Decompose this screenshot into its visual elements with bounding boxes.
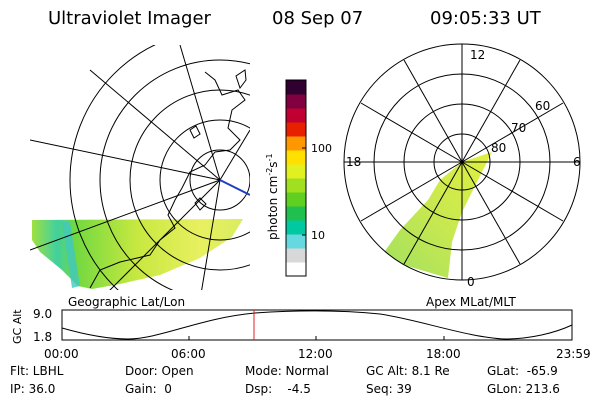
right-panel-label: Apex MLat/MLT [426, 295, 516, 309]
info-gain: Gain: 0 [125, 382, 172, 396]
aurora-band-geographic [32, 219, 243, 289]
xtick-1800: 18:00 [426, 347, 461, 361]
colorbar: 100 10 photon cm-2s-1 [265, 79, 332, 277]
mlat-label-80: 80 [491, 141, 506, 155]
altitude-plot: GC Alt 9.0 1.8 00:00 06:00 12:00 18:00 2… [11, 307, 591, 361]
info-flt: Flt: LBHL [10, 364, 64, 378]
header-date: 08 Sep 07 [272, 8, 363, 29]
info-gcalt: GC Alt: 8.1 Re [366, 364, 450, 378]
info-seq: Seq: 39 [366, 382, 412, 396]
aurora-band-stripe [62, 222, 80, 288]
colorbar-segment [286, 248, 306, 263]
colorbar-segment [286, 80, 306, 95]
colorbar-segment [286, 94, 306, 109]
colorbar-segment [286, 220, 306, 235]
info-door: Door: Open [125, 364, 194, 378]
mlt-label-6: 6 [573, 155, 581, 169]
colorbar-unit-s: s [266, 161, 280, 167]
mlat-label-60: 60 [535, 99, 550, 113]
colorbar-unit-sup1: -2 [265, 168, 274, 176]
colorbar-segment [286, 192, 306, 207]
colorbar-segment [286, 122, 306, 137]
header-time: 09:05:33 UT [430, 8, 542, 29]
altitude-curve [61, 310, 573, 340]
colorbar-unit-label: photon cm-2s-1 [265, 153, 280, 240]
info-glat: GLat: -65.9 [487, 364, 558, 378]
xtick-0000: 00:00 [44, 347, 79, 361]
mlt-label-0: 0 [467, 275, 475, 289]
colorbar-segment [286, 164, 306, 179]
colorbar-segment [286, 262, 306, 277]
colorbar-segment [286, 234, 306, 249]
xtick-2359: 23:59 [556, 347, 591, 361]
colorbar-segment [286, 150, 306, 165]
info-dsp: Dsp: -4.5 [245, 382, 311, 396]
info-ip: IP: 36.0 [10, 382, 56, 396]
info-mode: Mode: Normal [245, 364, 329, 378]
app-title: Ultraviolet Imager [48, 8, 212, 29]
altitude-ylabel: GC Alt [11, 309, 24, 344]
info-glon: GLon: 213.6 [487, 382, 560, 396]
colorbar-segment [286, 178, 306, 193]
altitude-ytick-1-8: 1.8 [33, 330, 52, 344]
mlt-label-12: 12 [470, 48, 485, 62]
mlat-label-70: 70 [511, 121, 526, 135]
colorbar-unit-sup2: -1 [265, 153, 274, 161]
colorbar-segment [286, 136, 306, 151]
mlt-label-18: 18 [346, 155, 361, 169]
colorbar-segment [286, 206, 306, 221]
left-panel-label: Geographic Lat/Lon [68, 295, 185, 309]
magnetic-polar-plot: 12 18 6 0 60 70 80 [343, 43, 581, 289]
colorbar-tick-100: 100 [311, 142, 332, 155]
colorbar-segment [286, 108, 306, 123]
geographic-map [30, 45, 250, 290]
xtick-1200: 12:00 [298, 347, 333, 361]
aurora-wedge-magnetic [380, 152, 492, 278]
altitude-ytick-9: 9.0 [33, 307, 52, 321]
colorbar-tick-10: 10 [311, 229, 325, 242]
colorbar-unit-main: photon cm [266, 176, 280, 240]
xtick-0600: 06:00 [171, 347, 206, 361]
